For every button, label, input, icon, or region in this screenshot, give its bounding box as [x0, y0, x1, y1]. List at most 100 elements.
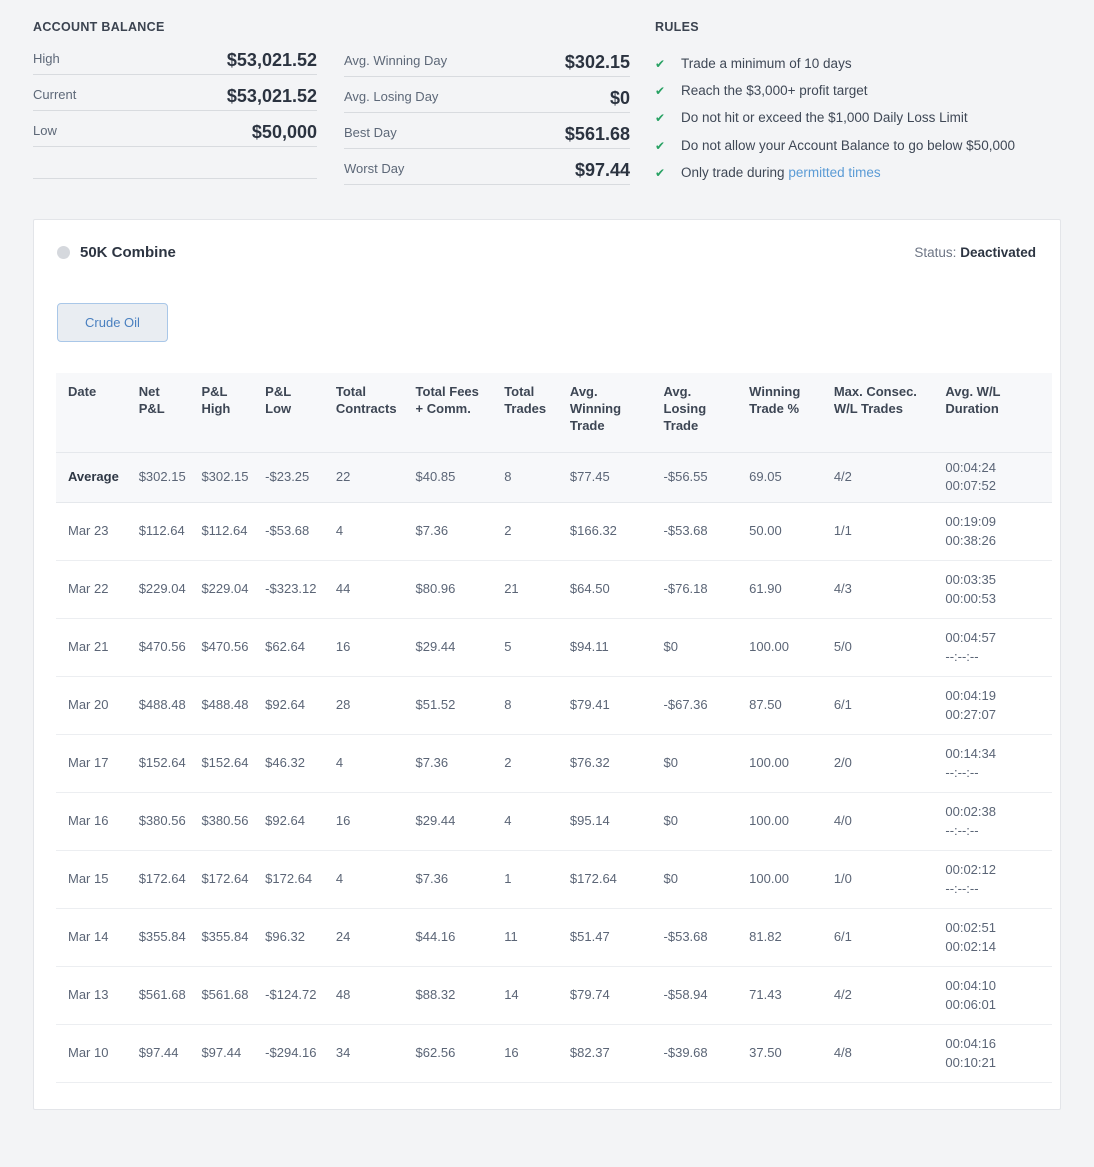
table-cell: 1/0	[821, 850, 934, 910]
table-cell: 34	[323, 1024, 404, 1084]
stat-row-worst-day: Worst Day $97.44	[344, 161, 630, 185]
table-cell: 100.00	[737, 850, 822, 910]
table-cell: $172.64	[253, 850, 324, 910]
table-cell: 00:14:34 --:--:--	[933, 734, 1052, 794]
rule-item: ✔ Do not hit or exceed the $1,000 Daily …	[655, 109, 1061, 127]
table-cell: 4	[323, 850, 404, 910]
column-header: Total Trades	[492, 373, 558, 453]
table-cell: $51.52	[403, 676, 493, 736]
table-cell: -$56.55	[651, 452, 738, 504]
table-cell: Mar 13	[56, 966, 127, 1026]
rule-item: ✔ Reach the $3,000+ profit target	[655, 82, 1061, 100]
status-label: Status:	[914, 245, 957, 260]
table-cell: $94.11	[557, 618, 652, 678]
status-value: Deactivated	[960, 245, 1036, 260]
table-cell: Mar 21	[56, 618, 127, 678]
table-cell: $7.36	[403, 850, 493, 910]
table-row: Mar 13 $561.68 $561.68 -$124.72 48 $88.32 14 $7…	[56, 966, 1052, 1026]
column-header: Avg. W/L Duration	[933, 373, 1052, 453]
table-cell: Average	[56, 452, 127, 504]
table-cell: $97.44	[126, 1024, 190, 1084]
stat-row-best-day: Best Day $561.68	[344, 125, 630, 149]
table-row: Mar 10 $97.44 $97.44 -$294.16 34 $62.56 16 $82.…	[56, 1024, 1052, 1084]
column-header: Avg. Losing Trade	[651, 373, 738, 453]
table-cell: 24	[323, 908, 404, 968]
table-cell: 00:04:16 00:10:21	[933, 1024, 1052, 1084]
table-cell: $302.15	[126, 452, 190, 504]
table-cell: $82.37	[557, 1024, 652, 1084]
duration-line: 00:04:16	[945, 1035, 996, 1051]
balance-label: Current	[33, 87, 77, 102]
table-cell: 50.00	[737, 502, 822, 562]
table-cell: 37.50	[737, 1024, 822, 1084]
table-cell: -$23.25	[253, 452, 324, 504]
table-cell: 2/0	[821, 734, 934, 794]
table-cell: 00:02:12 --:--:--	[933, 850, 1052, 910]
duration-line: 00:14:34	[945, 745, 996, 761]
table-body: Average $302.15 $302.15 -$23.25 22 $40.85 8 $77…	[56, 452, 1052, 1084]
table-row: Mar 22 $229.04 $229.04 -$323.12 44 $80.96 21 $6…	[56, 560, 1052, 620]
table-cell: $97.44	[189, 1024, 254, 1084]
table-cell: Mar 10	[56, 1024, 127, 1084]
permitted-times-link[interactable]: permitted times	[788, 164, 881, 180]
table-cell: 5/0	[821, 618, 934, 678]
table-cell: $488.48	[126, 676, 190, 736]
duration-line: 00:06:01	[945, 996, 996, 1012]
stats-table-wrap: Date Net P&L P&L High P&L Low Total Contract…	[56, 373, 1052, 1084]
table-cell: 00:04:10 00:06:01	[933, 966, 1052, 1026]
table-cell: $380.56	[126, 792, 190, 852]
table-cell: 6/1	[821, 676, 934, 736]
table-cell: 4/3	[821, 560, 934, 620]
rule-text: Do not allow your Account Balance to go …	[681, 137, 1015, 153]
table-cell: 16	[323, 792, 404, 852]
table-cell: $561.68	[189, 966, 254, 1026]
table-cell: $172.64	[126, 850, 190, 910]
table-cell: $152.64	[126, 734, 190, 794]
rule-item: ✔ Trade a minimum of 10 days	[655, 55, 1061, 73]
stat-label: Worst Day	[344, 161, 405, 176]
table-cell: $0	[651, 792, 738, 852]
table-row: Mar 21 $470.56 $470.56 $62.64 16 $29.44 5 $94.1…	[56, 618, 1052, 678]
table-cell: $166.32	[557, 502, 652, 562]
table-cell: 16	[492, 1024, 558, 1084]
table-cell: $7.36	[403, 502, 493, 562]
account-balance-column: ACCOUNT BALANCE High $53,021.52 Current …	[33, 20, 317, 191]
table-cell: $44.16	[403, 908, 493, 968]
table-cell: 4	[323, 734, 404, 794]
table-cell: 6/1	[821, 908, 934, 968]
table-cell: $64.50	[557, 560, 652, 620]
average-row: Average $302.15 $302.15 -$23.25 22 $40.85 8 $77…	[56, 452, 1052, 504]
rule-item: ✔ Do not allow your Account Balance to g…	[655, 137, 1061, 155]
duration-line: 00:04:19	[945, 687, 996, 703]
duration-line: 00:27:07	[945, 706, 996, 722]
table-cell: $88.32	[403, 966, 493, 1026]
instrument-tabs: Crude Oil	[34, 261, 1060, 342]
table-cell: 28	[323, 676, 404, 736]
day-stats-column: Avg. Winning Day $302.15 Avg. Losing Day…	[344, 20, 630, 197]
table-cell: -$53.68	[651, 908, 738, 968]
table-cell: $51.47	[557, 908, 652, 968]
table-cell: 2	[492, 502, 558, 562]
table-cell: -$67.36	[651, 676, 738, 736]
column-header: Date	[56, 373, 127, 453]
table-cell: $92.64	[253, 792, 324, 852]
table-cell: $470.56	[189, 618, 254, 678]
column-header: Total Contracts	[323, 373, 404, 453]
table-cell: $172.64	[557, 850, 652, 910]
table-cell: 8	[492, 452, 558, 504]
table-cell: $79.74	[557, 966, 652, 1026]
column-header: Total Fees + Comm.	[403, 373, 493, 453]
table-cell: $0	[651, 618, 738, 678]
table-cell: 69.05	[737, 452, 822, 504]
stat-value: $302.15	[564, 52, 630, 72]
stat-value: $0	[609, 88, 630, 108]
table-cell: 4/8	[821, 1024, 934, 1084]
column-header: Winning Trade %	[737, 373, 822, 453]
tab-crude-oil[interactable]: Crude Oil	[57, 303, 168, 342]
daily-stats-table: Date Net P&L P&L High P&L Low Total Contract…	[56, 373, 1052, 1084]
table-cell: $80.96	[403, 560, 493, 620]
rule-text: Only trade during permitted times	[681, 164, 881, 180]
duration-line: --:--:--	[945, 822, 979, 838]
table-cell: $79.41	[557, 676, 652, 736]
